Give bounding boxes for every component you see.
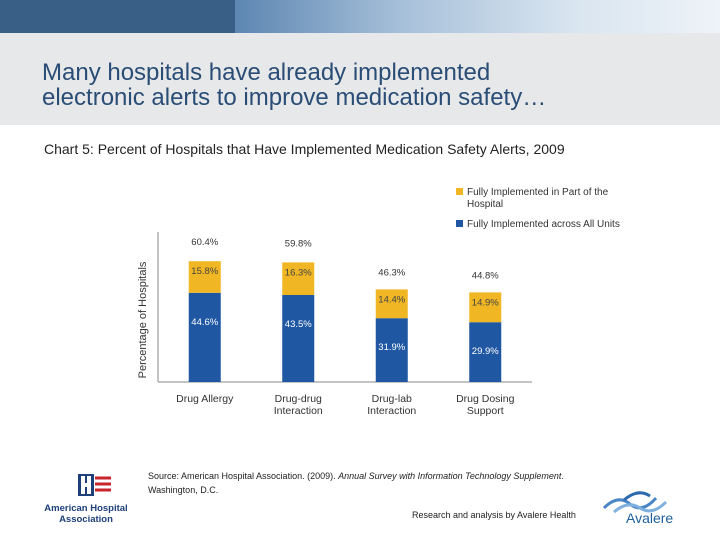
bar-part-hospital: [282, 262, 315, 295]
aha-logo-line2: Association: [59, 514, 113, 525]
category-label: Drug Dosing: [456, 393, 515, 405]
legend-label-part-hospital: Hospital: [467, 199, 503, 210]
aha-logo-icon: [78, 474, 111, 496]
data-label-total: 46.3%: [378, 267, 405, 278]
data-label-part-hospital: 16.3%: [285, 267, 312, 278]
bar-part-hospital: [375, 289, 408, 319]
data-label-part-hospital: 14.9%: [472, 297, 499, 308]
bar-all-units: [282, 295, 315, 382]
slide-title-line1: Many hospitals have already implemented: [42, 59, 491, 86]
data-label-total: 60.4%: [191, 237, 218, 248]
analysis-credit: Research and analysis by Avalere Health: [412, 510, 576, 520]
avalere-wave-icon: [602, 491, 668, 514]
category-label: Drug-drug: [275, 393, 322, 405]
data-label-all-units: 43.5%: [285, 319, 312, 330]
category-label: Interaction: [274, 405, 323, 417]
bar-part-hospital: [469, 292, 502, 323]
source-suffix: . Washington, D.C.: [148, 471, 564, 495]
bar-all-units: [469, 322, 502, 382]
legend-swatch-part-hospital: [456, 188, 463, 195]
data-label-total: 44.8%: [472, 270, 499, 281]
category-label: Drug Allergy: [176, 393, 234, 405]
stacked-bar-chart: Percentage of Hospitals 44.6% 15.8% 60.4% Dr…: [137, 187, 620, 417]
data-label-all-units: 31.9%: [378, 342, 405, 353]
slide-title: Many hospitals have already implemented …: [42, 60, 682, 110]
bar-all-units: [188, 292, 221, 382]
chart-caption: Chart 5: Percent of Hospitals that Have …: [44, 141, 565, 157]
data-label-all-units: 44.6%: [191, 317, 218, 328]
category-label: Support: [467, 405, 504, 417]
title-band: [0, 33, 720, 125]
bar-all-units: [375, 318, 408, 382]
banner-gradient: [235, 0, 720, 33]
data-label-part-hospital: 14.4%: [378, 294, 405, 305]
data-label-part-hospital: 15.8%: [191, 266, 218, 277]
banner-dark-block: [0, 0, 235, 33]
source-title: Annual Survey with Information Technolog…: [338, 471, 562, 481]
aha-logo-text: American Hospital Association: [40, 503, 132, 525]
slide-title-line2: electronic alerts to improve medication …: [42, 84, 547, 111]
source-prefix: Source: American Hospital Association. (…: [148, 471, 339, 481]
legend-label-part-hospital: Fully Implemented in Part of the: [467, 187, 609, 198]
data-label-total: 59.8%: [285, 238, 312, 249]
top-banner: [0, 0, 720, 33]
source-note: Source: American Hospital Association. (…: [148, 469, 588, 497]
bar-part-hospital: [188, 261, 221, 293]
aha-logo-line1: American Hospital: [44, 503, 128, 514]
data-label-all-units: 29.9%: [472, 346, 499, 357]
avalere-logo-text: Avalere: [626, 510, 674, 526]
category-label: Interaction: [367, 405, 416, 417]
legend-label-all-units: Fully Implemented across All Units: [467, 219, 620, 230]
category-label: Drug-lab: [372, 393, 412, 405]
y-axis-title: Percentage of Hospitals: [137, 261, 149, 378]
legend-swatch-all-units: [456, 220, 463, 227]
